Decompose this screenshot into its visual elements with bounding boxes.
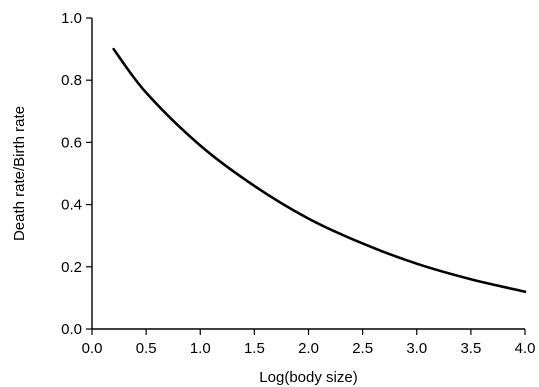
y-tick-label: 0.6 xyxy=(61,134,82,151)
y-tick-label: 0.0 xyxy=(61,321,82,338)
x-tick-label: 2.5 xyxy=(352,340,373,357)
x-tick-label: 0.5 xyxy=(136,340,157,357)
axes xyxy=(91,18,525,330)
y-tick-label: 1.0 xyxy=(61,10,82,27)
x-tick-label: 3.5 xyxy=(460,340,481,357)
y-tick-label: 0.2 xyxy=(61,259,82,276)
x-axis-title: Log(body size) xyxy=(259,369,357,386)
x-tick-label: 1.5 xyxy=(244,340,265,357)
ticks: 0.0 0.5 1.0 1.5 2.0 2.5 3.0 3.5 4.0 0.0 0.2 0.4 0.6 0… xyxy=(61,10,535,357)
x-tick-label: 1.0 xyxy=(190,340,211,357)
y-tick-label: 0.8 xyxy=(61,72,82,89)
y-axis-title: Death rate/Birth rate xyxy=(11,106,28,241)
x-tick-label: 2.0 xyxy=(298,340,319,357)
y-tick-label: 0.4 xyxy=(61,197,82,214)
x-tick-label: 4.0 xyxy=(515,340,536,357)
x-tick-label: 3.0 xyxy=(406,340,427,357)
x-tick-label: 0.0 xyxy=(82,340,103,357)
series xyxy=(112,47,527,293)
series-line-0 xyxy=(112,47,527,293)
